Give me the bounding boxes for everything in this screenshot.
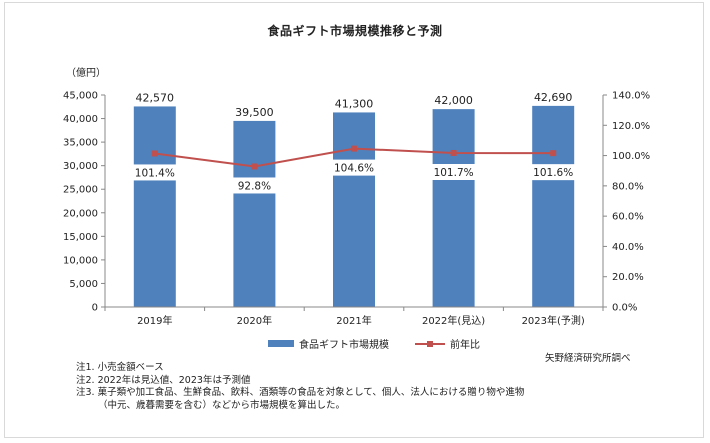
y-left-tick-label: 20,000 xyxy=(63,208,98,219)
y-right-tick-label: 140.0% xyxy=(612,91,650,102)
bar-value-label: 42,000 xyxy=(434,94,473,107)
bar xyxy=(432,109,475,307)
notes: 注1. 小売金額ベース 注2. 2022年は見込値、2023年は予測値 注3. … xyxy=(76,362,524,412)
x-tick-label: 2019年 xyxy=(137,314,172,327)
line-value-label: 104.6% xyxy=(334,163,374,175)
y-right-tick-label: 40.0% xyxy=(612,242,644,253)
y-left-tick-label: 0 xyxy=(92,303,98,314)
note-3: 注3. 菓子類や加工食品、生鮮食品、飲料、酒類等の食品を対象として、個人、法人に… xyxy=(76,387,525,398)
source-note: 矢野経済研究所調べ xyxy=(545,353,631,364)
line-marker xyxy=(351,145,357,152)
bar xyxy=(532,105,575,308)
y-right-tick-label: 60.0% xyxy=(612,212,644,223)
y-right-tick-label: 80.0% xyxy=(612,181,644,192)
note-1: 注1. 小売金額ベース xyxy=(76,362,164,373)
line-marker xyxy=(550,150,557,157)
line-marker xyxy=(151,150,158,157)
y-left-tick-label: 15,000 xyxy=(63,232,98,243)
y-axis-unit: （億円） xyxy=(66,68,106,79)
y-left-tick-label: 35,000 xyxy=(63,138,98,149)
legend-label-line: 前年比 xyxy=(450,340,480,351)
bar-value-label: 41,300 xyxy=(335,97,374,110)
y-right-tick-label: 100.0% xyxy=(612,151,650,162)
line-value-label: 101.6% xyxy=(533,167,573,179)
x-tick-label: 2022年(見込) xyxy=(422,314,485,327)
y-right-tick-label: 20.0% xyxy=(612,272,644,283)
x-tick-label: 2020年 xyxy=(237,314,272,327)
line-label-box xyxy=(529,164,578,181)
y-left-tick-label: 5,000 xyxy=(69,279,98,290)
note-2: 注2. 2022年は見込値、2023年は予測値 xyxy=(76,374,251,386)
bar xyxy=(233,120,276,308)
y-left-tick-label: 25,000 xyxy=(63,185,98,196)
line-marker xyxy=(450,149,457,156)
y-right-tick-label: 0.0% xyxy=(612,303,637,314)
y-left-tick-label: 40,000 xyxy=(63,114,98,125)
bar xyxy=(333,112,375,307)
legend-swatch-bar xyxy=(268,340,294,347)
y-left-tick-label: 30,000 xyxy=(63,161,98,172)
line-label-box xyxy=(429,163,478,180)
x-tick-label: 2023年(予測) xyxy=(522,314,585,327)
legend-swatch-line xyxy=(415,339,445,349)
y-left-tick-label: 45,000 xyxy=(63,91,98,102)
legend-item-line: 前年比 xyxy=(415,336,480,351)
line-value-label: 92.8% xyxy=(238,180,271,192)
chart-title: 食品ギフト市場規模推移と予測 xyxy=(267,24,443,38)
y-left-tick-label: 10,000 xyxy=(63,255,98,266)
bar-value-label: 42,570 xyxy=(136,91,175,104)
line-marker xyxy=(251,163,258,170)
line-label-box xyxy=(330,159,378,176)
bar-value-label: 39,500 xyxy=(235,106,274,119)
x-tick-label: 2021年 xyxy=(336,314,371,327)
line-value-label: 101.4% xyxy=(135,167,175,179)
legend: 食品ギフト市場規模 前年比 xyxy=(268,336,506,351)
line-label-box xyxy=(130,164,179,181)
note-3-continued: （中元、歳暮需要を含む）などから市場規模を算出した。 xyxy=(98,399,346,411)
y-right-tick-label: 120.0% xyxy=(612,121,650,132)
bar xyxy=(133,106,176,307)
legend-item-bar: 食品ギフト市場規模 xyxy=(268,336,389,351)
legend-label-bar: 食品ギフト市場規模 xyxy=(299,340,389,351)
line-value-label: 101.7% xyxy=(434,167,474,179)
line-label-box xyxy=(230,177,279,194)
bar-value-label: 42,690 xyxy=(534,91,573,104)
